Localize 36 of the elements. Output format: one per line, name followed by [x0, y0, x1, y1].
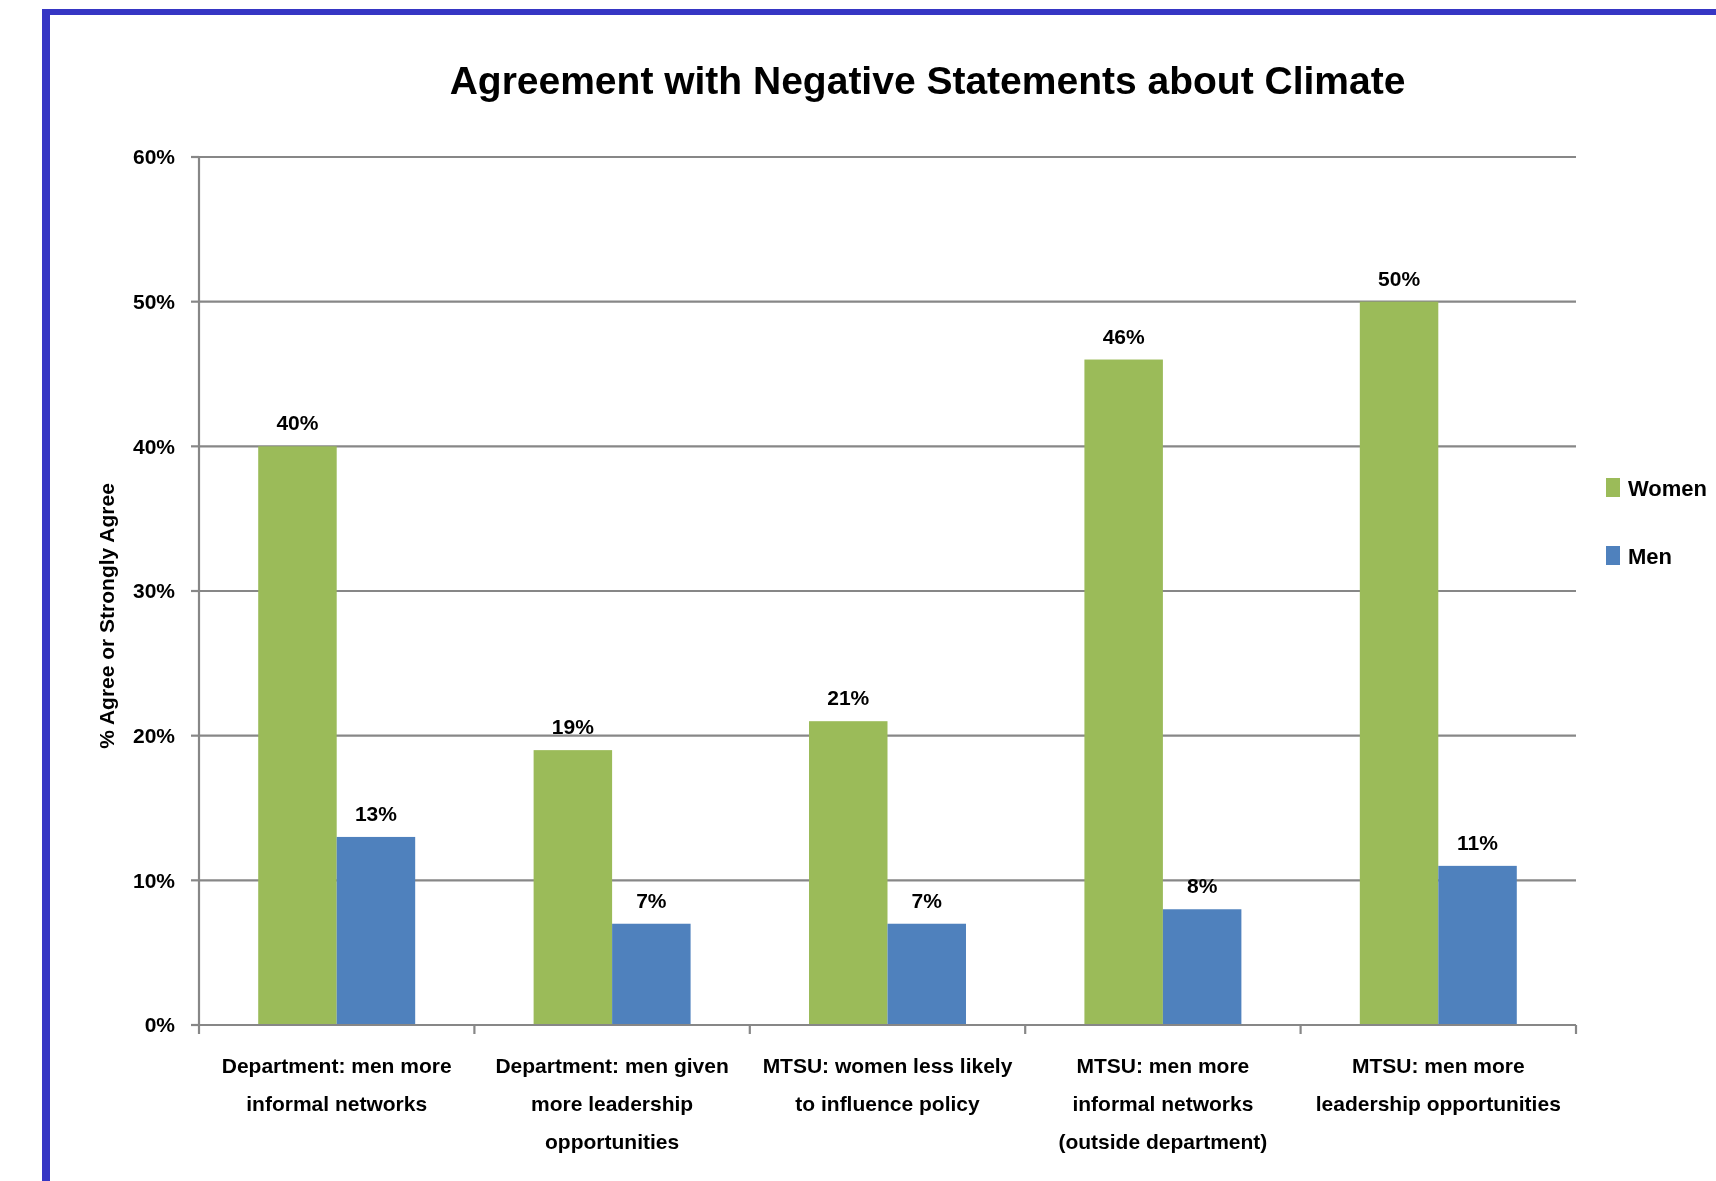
bar: [887, 923, 966, 1025]
x-tick-label: MTSU: women less likely to influence policy: [762, 1054, 1013, 1115]
data-label: 40%: [276, 411, 319, 435]
data-label: 50%: [1378, 266, 1421, 290]
y-tick-label: 30%: [132, 579, 176, 603]
data-label: 8%: [1186, 874, 1218, 898]
x-tick-label: MTSU: men more informal networks (outside department): [1058, 1054, 1268, 1153]
data-label: 46%: [1102, 324, 1145, 348]
data-label: 11%: [1457, 830, 1499, 854]
y-tick-label: 10%: [132, 868, 176, 892]
bar: [1084, 359, 1163, 1025]
x-tick-label: Department: men given more leadership opportunities: [495, 1054, 729, 1153]
bar: [533, 750, 613, 1025]
bar: [1162, 909, 1242, 1025]
data-label: 21%: [827, 686, 870, 710]
y-axis-title: % Agree or Strongly Agree: [95, 483, 118, 749]
y-tick-label: 50%: [132, 290, 176, 314]
bar: [809, 721, 888, 1025]
chart-title: Agreement with Negative Statements about Climate: [449, 59, 1406, 102]
legend-label: Men: [1628, 543, 1672, 569]
data-label: 7%: [911, 888, 943, 912]
bar: [612, 923, 691, 1025]
x-tick-label: Department: men more informal networks: [221, 1054, 452, 1115]
y-tick-label: 60%: [132, 145, 176, 169]
y-tick-label: 0%: [144, 1013, 176, 1037]
bar: [1438, 865, 1517, 1025]
y-tick-label: 20%: [132, 724, 176, 748]
x-tick-label: MTSU: men more leadership opportunities: [1315, 1054, 1561, 1115]
data-label: 13%: [354, 801, 398, 825]
data-label: 7%: [636, 888, 667, 912]
bar: [1359, 301, 1439, 1025]
legend-label: Women: [1628, 475, 1708, 501]
bar: [336, 836, 416, 1025]
bar: [258, 446, 337, 1025]
y-tick-label: 40%: [132, 434, 176, 458]
data-label: 19%: [551, 715, 595, 739]
